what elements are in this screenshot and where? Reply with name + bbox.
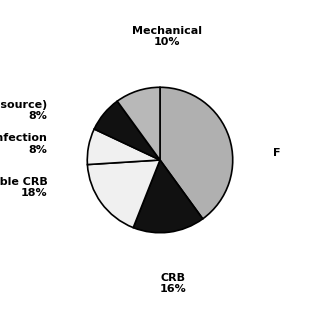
Text: Fever (other source)
8%: Fever (other source) 8% [0, 100, 47, 121]
Text: CRB
16%: CRB 16% [160, 273, 187, 294]
Text: Exit site infection
8%: Exit site infection 8% [0, 133, 47, 155]
Text: F: F [273, 148, 280, 158]
Wedge shape [117, 87, 160, 160]
Wedge shape [94, 101, 160, 160]
Wedge shape [87, 160, 160, 228]
Wedge shape [160, 87, 233, 219]
Wedge shape [133, 160, 203, 233]
Text: Possible CRB
18%: Possible CRB 18% [0, 177, 47, 198]
Wedge shape [87, 129, 160, 164]
Text: Mechanical
10%: Mechanical 10% [132, 26, 202, 47]
